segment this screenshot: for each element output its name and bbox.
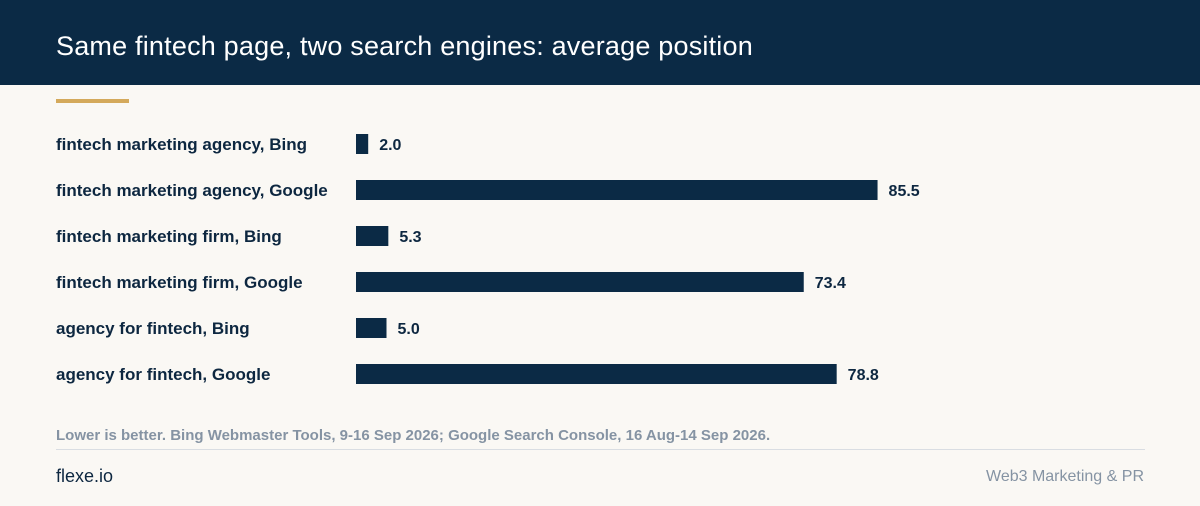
- accent-rule: [56, 99, 129, 103]
- category-label: fintech marketing agency, Google: [56, 181, 328, 200]
- category-label: fintech marketing agency, Bing: [56, 135, 307, 154]
- bar: [356, 226, 389, 246]
- category-label: fintech marketing firm, Google: [56, 273, 303, 292]
- value-label: 2.0: [379, 137, 401, 154]
- value-label: 5.3: [399, 229, 421, 246]
- bar: [356, 364, 837, 384]
- category-label: fintech marketing firm, Bing: [56, 227, 282, 246]
- bar-chart: fintech marketing agency, Bing 2.0 fintech…: [56, 134, 920, 384]
- category-label: agency for fintech, Bing: [56, 319, 250, 338]
- brand-tagline: Web3 Marketing & PR: [986, 468, 1144, 485]
- value-label: 78.8: [848, 367, 879, 384]
- bar: [356, 318, 387, 338]
- source-note: Lower is better. Bing Webmaster Tools, 9…: [56, 427, 771, 444]
- bar: [356, 272, 804, 292]
- value-label: 85.5: [889, 183, 920, 200]
- value-label: 73.4: [815, 275, 846, 292]
- value-label: 5.0: [398, 321, 420, 338]
- brand-name: flexe.io: [56, 466, 114, 486]
- chart-title: Same fintech page, two search engines: a…: [56, 31, 753, 61]
- footer-divider: [56, 449, 1145, 450]
- category-label: agency for fintech, Google: [56, 365, 270, 384]
- bar: [356, 180, 878, 200]
- bar: [356, 134, 369, 154]
- header-bar: Same fintech page, two search engines: a…: [0, 0, 1200, 85]
